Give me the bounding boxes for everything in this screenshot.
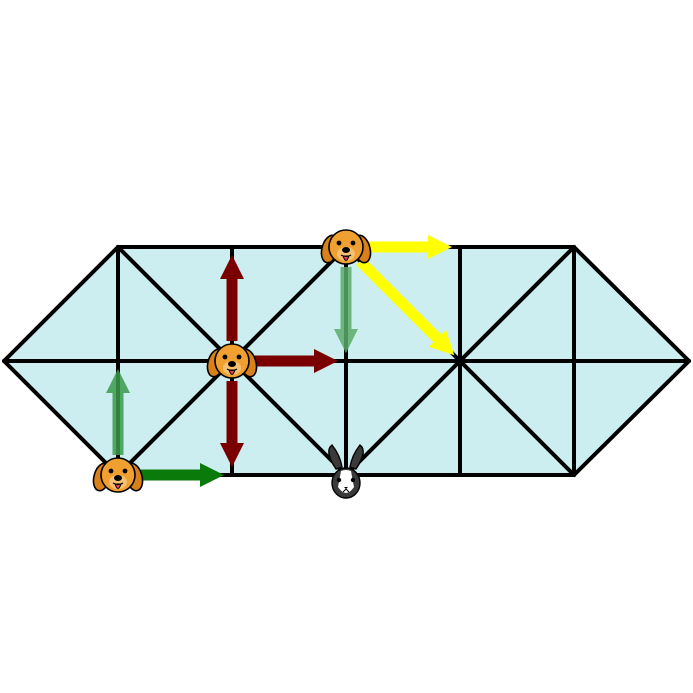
dog-mouth: [340, 254, 352, 258]
pieces-layer: [92, 229, 372, 499]
dog-eye: [350, 240, 356, 246]
rabbit-face: [338, 470, 354, 493]
dog-eye: [108, 468, 114, 474]
dog-eye: [336, 240, 342, 246]
rabbit-mouth: [342, 488, 350, 493]
board-line: [2, 245, 120, 363]
dog-nose: [342, 247, 350, 253]
move-arrow: [220, 255, 244, 341]
move-arrow: [334, 267, 358, 353]
dog-mouth: [226, 368, 238, 372]
rabbit-ear: [349, 444, 364, 470]
rabbit-eye: [350, 477, 356, 483]
move-arrow: [252, 349, 338, 373]
dog-muzzle: [109, 475, 127, 489]
dog-nose: [228, 361, 236, 367]
move-arrow: [220, 381, 244, 467]
dog-mouth: [112, 482, 124, 486]
rabbit-eye: [336, 477, 342, 483]
dog-eye: [122, 468, 128, 474]
board-line: [572, 359, 691, 477]
move-arrows: [106, 235, 455, 487]
move-arrow: [356, 257, 455, 356]
dog-face-icon: [206, 343, 258, 379]
move-arrow: [106, 369, 130, 455]
dog-face-icon: [320, 229, 372, 265]
rabbit-ear: [328, 444, 343, 470]
dog-eye: [222, 354, 228, 360]
dog-eye: [236, 354, 242, 360]
board-line: [572, 245, 691, 363]
board-line: [344, 245, 576, 477]
dog-nose: [114, 475, 122, 481]
board-line: [2, 359, 120, 477]
dog-muzzle: [337, 247, 355, 261]
dog-face-icon: [92, 457, 144, 493]
dog-muzzle: [223, 361, 241, 375]
move-arrow: [138, 463, 224, 487]
rabbit-nose: [344, 487, 348, 489]
rabbit-face-icon: [328, 444, 364, 499]
move-arrow: [366, 235, 452, 259]
